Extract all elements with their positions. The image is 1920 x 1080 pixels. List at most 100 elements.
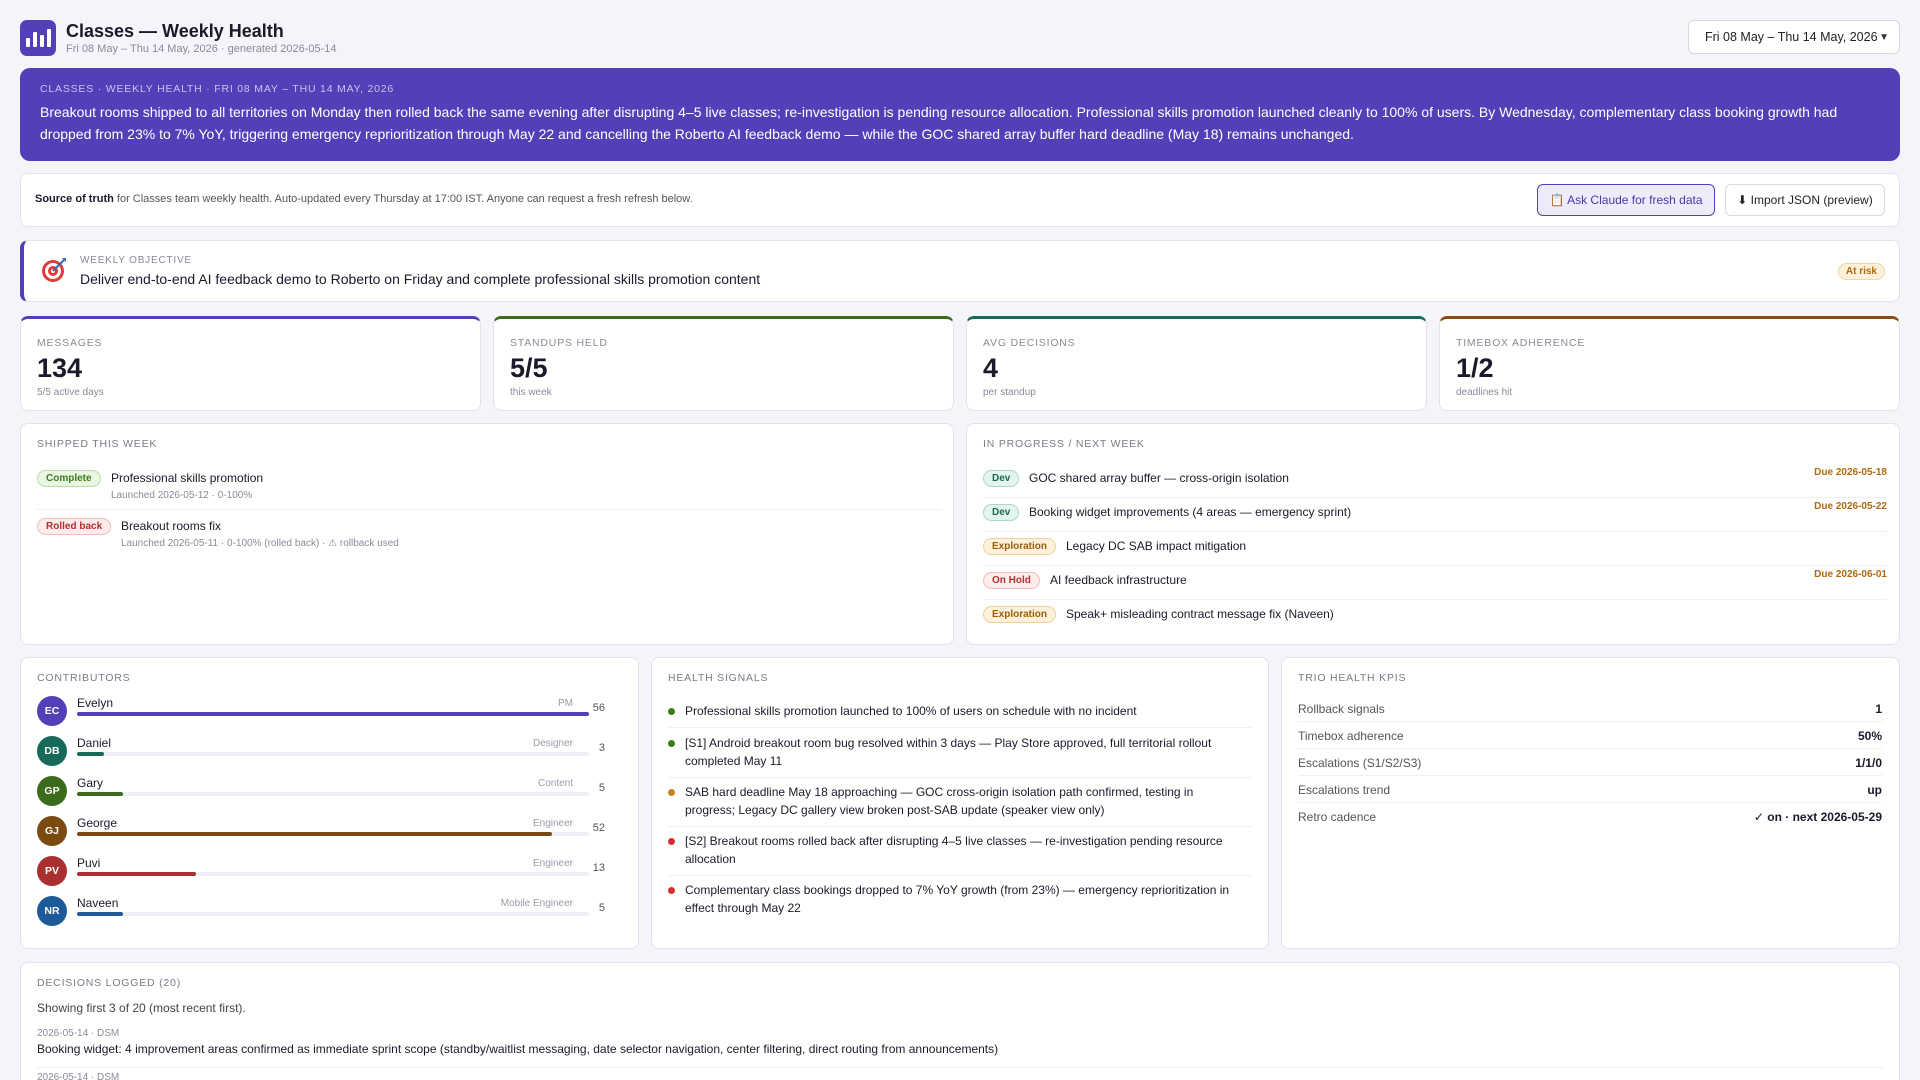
contribution-bar-track	[77, 912, 589, 916]
kpi-row: Retro cadence ✓ on · next 2026-05-29	[1298, 803, 1882, 830]
ask-claude-button[interactable]: 📋 Ask Claude for fresh data	[1537, 184, 1715, 216]
card-title: HEALTH SIGNALS	[668, 672, 769, 684]
contributor-role: Engineer	[532, 858, 573, 869]
list-item: Exploration Legacy DC SAB impact mitigat…	[983, 532, 1887, 566]
item-name: Legacy DC SAB impact mitigation	[1066, 539, 1247, 553]
contribution-bar	[77, 912, 123, 916]
chevron-down-icon: ▼	[1879, 32, 1889, 43]
decision-text: Booking widget: 4 improvement areas conf…	[37, 1042, 999, 1056]
import-json-button[interactable]: ⬇ Import JSON (preview)	[1725, 184, 1885, 216]
kpi-row: Escalations trend up	[1298, 776, 1882, 803]
kpi-label: TIMEBOX ADHERENCE	[1456, 337, 1586, 349]
item-meta: Launched 2026-05-11 · 0-100% (rolled bac…	[121, 538, 399, 549]
kpi-card-avg-decisions: AVG DECISIONS 4 per standup	[966, 316, 1427, 411]
kpi-value: 4	[983, 353, 999, 383]
avatar: GP	[37, 776, 67, 806]
decision-meta: 2026-05-14 · DSM	[37, 1072, 120, 1080]
signal-text: Complementary class bookings dropped to …	[685, 883, 1230, 915]
contributor-row: NR Naveen Mobile Engineer 5	[37, 896, 623, 936]
list-item: Complete Professional skills promotion L…	[37, 470, 941, 510]
avatar: NR	[37, 896, 67, 926]
bar-chart-icon	[20, 20, 56, 56]
kpi-value: up	[1867, 783, 1882, 797]
page-title: Classes — Weekly Health	[66, 21, 284, 41]
contribution-count: 5	[598, 782, 605, 794]
signal-dot-icon	[668, 887, 675, 894]
signal-dot-icon	[668, 789, 675, 796]
contributor-row: GP Gary Content 5	[37, 776, 623, 816]
avatar: GJ	[37, 816, 67, 846]
contributor-role: Designer	[532, 738, 573, 749]
contribution-bar	[77, 792, 123, 796]
kpi-value: 134	[37, 353, 83, 383]
banner-text: Breakout rooms shipped to all territorie…	[40, 104, 1838, 142]
signal-text: [S1] Android breakout room bug resolved …	[685, 736, 1212, 768]
status-badge: Dev	[983, 504, 1020, 521]
card-title: DECISIONS LOGGED (20)	[37, 977, 181, 989]
kpi-card-messages: MESSAGES 134 5/5 active days	[20, 316, 481, 411]
list-item: [S2] Breakout rooms rolled back after di…	[668, 832, 1252, 876]
card-title: TRIO HEALTH KPIS	[1298, 672, 1407, 684]
contributor-name: Evelyn	[77, 696, 114, 710]
list-item: Rolled back Breakout rooms fix Launched …	[37, 518, 941, 558]
signal-dot-icon	[668, 740, 675, 747]
contributor-row: GJ George Engineer 52	[37, 816, 623, 856]
contributor-name: Puvi	[77, 856, 101, 870]
kpi-value: 1/2	[1456, 353, 1494, 383]
list-item: Dev GOC shared array buffer — cross-orig…	[983, 464, 1887, 498]
kpi-sub: per standup	[983, 387, 1036, 398]
status-badge: At risk	[1837, 263, 1885, 280]
card-title: CONTRIBUTORS	[37, 672, 131, 684]
list-item: 2026-05-14 · DSM Booking widget: 4 impro…	[37, 1028, 1883, 1068]
contribution-bar-track	[77, 712, 589, 716]
contribution-count: 56	[592, 702, 605, 714]
contribution-bar-track	[77, 872, 589, 876]
target-icon	[42, 258, 66, 282]
signal-text: SAB hard deadline May 18 approaching — G…	[685, 785, 1194, 817]
decisions-card: DECISIONS LOGGED (20) Showing first 3 of…	[20, 962, 1900, 1080]
in-progress-card: IN PROGRESS / NEXT WEEK Dev GOC shared a…	[966, 423, 1900, 645]
kpi-value: 1/1/0	[1855, 756, 1882, 770]
card-title: SHIPPED THIS WEEK	[37, 438, 158, 450]
list-item: SAB hard deadline May 18 approaching — G…	[668, 783, 1252, 827]
list-item: [S1] Android breakout room bug resolved …	[668, 734, 1252, 778]
due-date: Due 2026-05-22	[1814, 501, 1887, 512]
kpi-sub: deadlines hit	[1456, 387, 1513, 398]
kpi-value: ✓ on · next 2026-05-29	[1753, 810, 1882, 824]
item-meta: Launched 2026-05-12 · 0-100%	[111, 490, 253, 501]
date-range-select[interactable]: Fri 08 May – Thu 14 May, 2026 ▼	[1688, 20, 1900, 54]
contributor-name: George	[77, 816, 118, 830]
banner-tag: CLASSES · WEEKLY HEALTH · FRI 08 MAY – T…	[40, 83, 395, 95]
contribution-bar-track	[77, 832, 589, 836]
list-item: Dev Booking widget improvements (4 areas…	[983, 498, 1887, 532]
contribution-bar	[77, 712, 589, 716]
status-badge: Rolled back	[37, 518, 112, 535]
contributors-card: CONTRIBUTORS EC Evelyn PM 56 DB Daniel D…	[20, 657, 639, 949]
date-range-value: Fri 08 May – Thu 14 May, 2026	[1705, 30, 1878, 44]
due-date: Due 2026-06-01	[1814, 569, 1887, 580]
item-name: AI feedback infrastructure	[1050, 573, 1187, 587]
list-item: Exploration Speak+ misleading contract m…	[983, 600, 1887, 634]
kpi-key: Rollback signals	[1298, 702, 1385, 716]
contributor-name: Gary	[77, 776, 104, 790]
kpi-card-standups: STANDUPS HELD 5/5 this week	[493, 316, 954, 411]
item-name: Booking widget improvements (4 areas — e…	[1029, 505, 1352, 519]
contributor-role: Content	[537, 778, 573, 789]
kpi-row: Escalations (S1/S2/S3) 1/1/0	[1298, 749, 1882, 776]
kpi-row: Timebox adherence 50%	[1298, 722, 1882, 749]
kpi-value: 1	[1875, 702, 1882, 716]
due-date: Due 2026-05-18	[1814, 467, 1887, 478]
contributor-name: Daniel	[77, 736, 112, 750]
contribution-count: 13	[592, 862, 605, 874]
contribution-bar-track	[77, 752, 589, 756]
decisions-showing-text: Showing first 3 of 20 (most recent first…	[37, 1001, 246, 1015]
list-item: Complementary class bookings dropped to …	[668, 881, 1252, 925]
shipped-card: SHIPPED THIS WEEK Complete Professional …	[20, 423, 954, 645]
contribution-count: 5	[598, 902, 605, 914]
contributor-role: Engineer	[532, 818, 573, 829]
kpi-label: STANDUPS HELD	[510, 337, 608, 349]
signal-dot-icon	[668, 708, 675, 715]
contributor-row: DB Daniel Designer 3	[37, 736, 623, 776]
status-badge: Dev	[983, 470, 1020, 487]
kpi-key: Retro cadence	[1298, 810, 1377, 824]
